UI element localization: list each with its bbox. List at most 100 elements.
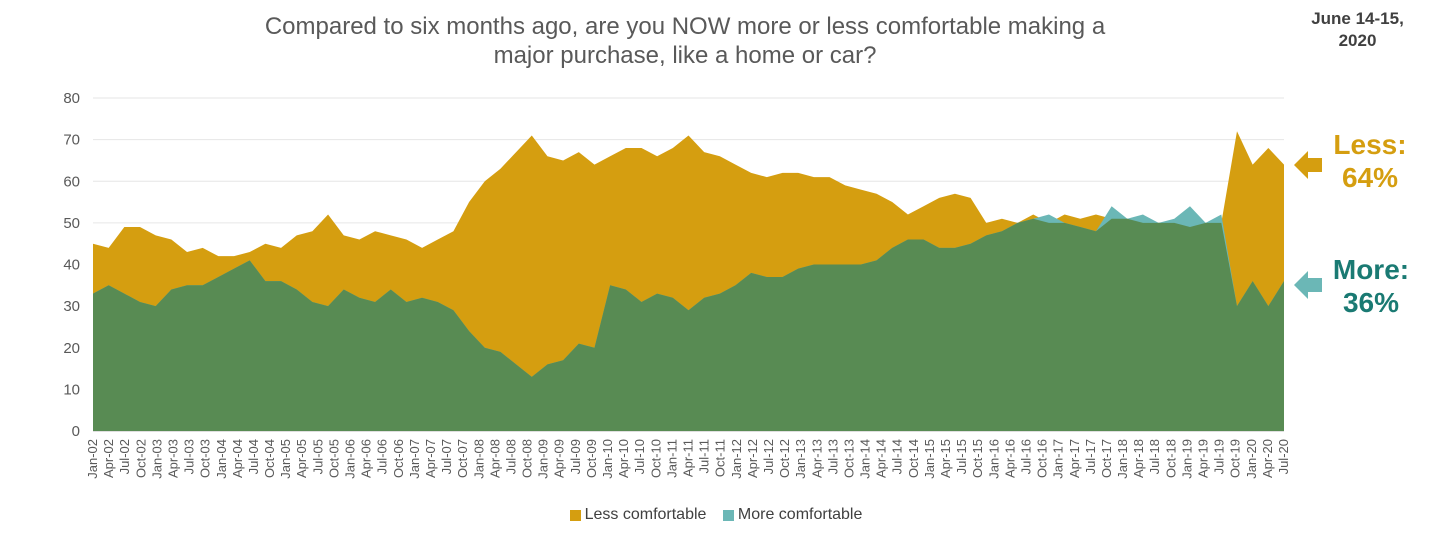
- y-tick-label: 20: [63, 340, 80, 357]
- x-tick-label: Oct-17: [1099, 439, 1114, 478]
- x-tick-label: Oct-04: [262, 439, 277, 478]
- x-tick-label: Jan-05: [278, 439, 293, 479]
- legend-label-less: Less comfortable: [584, 506, 707, 523]
- more-arrow-icon: [1294, 271, 1322, 299]
- x-tick-label: Jan-18: [1115, 439, 1130, 479]
- legend: Less comfortable More comfortable: [0, 506, 1432, 526]
- x-tick-label: Apr-13: [809, 439, 824, 478]
- callout-arrows: [1294, 151, 1322, 299]
- x-tick-label: Jan-13: [793, 439, 808, 479]
- x-tick-label: Jan-02: [85, 439, 100, 479]
- x-tick-label: Jul-15: [954, 439, 969, 474]
- x-tick-label: Apr-11: [681, 439, 696, 477]
- y-tick-label: 30: [63, 298, 80, 315]
- x-tick-label: Jul-08: [504, 439, 519, 474]
- x-tick-label: Jul-19: [1212, 439, 1227, 474]
- x-tick-label: Oct-02: [133, 439, 148, 478]
- x-tick-label: Apr-10: [616, 439, 631, 478]
- x-tick-label: Jul-06: [375, 439, 390, 474]
- x-tick-label: Apr-19: [1196, 439, 1211, 478]
- x-tick-label: Oct-05: [326, 439, 341, 478]
- x-tick-label: Jul-16: [1019, 439, 1034, 474]
- less-callout: Less: 64%: [1325, 128, 1415, 194]
- less-arrow-icon: [1294, 151, 1322, 179]
- x-tick-label: Apr-05: [294, 439, 309, 478]
- x-tick-label: Jul-12: [761, 439, 776, 474]
- x-tick-label: Apr-06: [359, 439, 374, 478]
- x-tick-label: Oct-18: [1163, 439, 1178, 478]
- x-tick-label: Apr-07: [423, 439, 438, 478]
- x-tick-label: Jul-14: [890, 439, 905, 474]
- overlap-area: [93, 218, 1284, 431]
- x-tick-label: Jan-17: [1051, 439, 1066, 479]
- x-tick-label: Jan-03: [149, 439, 164, 479]
- x-tick-label: Jul-17: [1083, 439, 1098, 474]
- legend-swatch-more: [722, 509, 734, 521]
- x-tick-label: Oct-13: [841, 439, 856, 478]
- legend-item-more: More comfortable: [722, 506, 863, 524]
- survey-date: June 14-15, 2020: [1290, 8, 1425, 52]
- x-axis: Jan-02 Apr-02 Jul-02 Oct-02 Jan-03 Apr-03 Jul-…: [85, 439, 1291, 479]
- more-callout-line2: 36%: [1342, 287, 1400, 318]
- x-tick-label: Jul-07: [439, 439, 454, 474]
- x-tick-label: Jan-10: [600, 439, 615, 479]
- x-tick-label: Jul-20: [1276, 439, 1291, 474]
- x-tick-label: Oct-16: [1035, 439, 1050, 478]
- x-tick-label: Oct-09: [584, 439, 599, 478]
- x-tick-label: Jan-11: [664, 439, 679, 478]
- x-tick-label: Oct-19: [1228, 439, 1243, 478]
- survey-date-line1: June 14-15,: [1311, 9, 1404, 28]
- x-tick-label: Jan-07: [407, 439, 422, 479]
- x-tick-label: Apr-14: [874, 439, 889, 478]
- x-tick-label: Oct-11: [713, 439, 728, 477]
- x-tick-label: Jul-18: [1147, 439, 1162, 474]
- x-tick-label: Jan-09: [536, 439, 551, 479]
- x-tick-label: Jan-15: [922, 439, 937, 479]
- x-tick-label: Jan-12: [729, 439, 744, 479]
- x-tick-label: Jul-05: [310, 439, 325, 474]
- x-tick-label: Apr-20: [1260, 439, 1275, 478]
- x-tick-label: Oct-06: [391, 439, 406, 478]
- x-tick-label: Apr-15: [938, 439, 953, 478]
- legend-item-less: Less comfortable: [569, 506, 707, 524]
- more-callout: More: 36%: [1322, 253, 1420, 319]
- x-tick-label: Apr-04: [230, 439, 245, 478]
- x-tick-label: Apr-09: [552, 439, 567, 478]
- less-callout-line2: 64%: [1341, 162, 1399, 193]
- x-tick-label: Oct-08: [520, 439, 535, 478]
- x-tick-label: Oct-03: [198, 439, 213, 478]
- survey-date-line2: 2020: [1338, 31, 1377, 50]
- x-tick-label: Jan-19: [1179, 439, 1194, 479]
- x-tick-label: Apr-17: [1067, 439, 1082, 478]
- x-tick-label: Jul-02: [117, 439, 132, 474]
- x-tick-label: Jul-03: [182, 439, 197, 474]
- x-tick-label: Jan-08: [471, 439, 486, 479]
- legend-label-more: More comfortable: [737, 506, 863, 523]
- x-tick-label: Oct-12: [777, 439, 792, 478]
- x-tick-label: Oct-15: [970, 439, 985, 478]
- x-tick-label: Jul-13: [825, 439, 840, 474]
- x-tick-label: Jul-11: [697, 439, 712, 473]
- y-axis: 0 10 20 30 40 50 60 70 80: [63, 90, 80, 440]
- chart-title-line2: major purchase, like a home or car?: [493, 42, 877, 69]
- x-tick-label: Jul-10: [632, 439, 647, 474]
- y-tick-label: 80: [63, 90, 80, 107]
- x-tick-label: Oct-10: [648, 439, 663, 478]
- chart-title-line1: Compared to six months ago, are you NOW …: [264, 13, 1106, 40]
- x-tick-label: Jan-14: [858, 439, 873, 479]
- y-tick-label: 50: [63, 215, 80, 232]
- less-callout-line1: Less:: [1333, 129, 1407, 160]
- y-tick-label: 10: [63, 381, 80, 398]
- more-callout-line1: More:: [1332, 254, 1410, 285]
- x-tick-label: Apr-02: [101, 439, 116, 478]
- chart-title: Compared to six months ago, are you NOW …: [160, 12, 1210, 70]
- y-tick-label: 70: [63, 132, 80, 149]
- x-tick-label: Oct-07: [455, 439, 470, 478]
- legend-swatch-less: [569, 509, 581, 521]
- x-tick-label: Jul-04: [246, 439, 261, 474]
- x-tick-label: Jan-20: [1244, 439, 1259, 479]
- x-tick-label: Apr-03: [166, 439, 181, 478]
- x-tick-label: Apr-12: [745, 439, 760, 478]
- area-series: [93, 131, 1284, 432]
